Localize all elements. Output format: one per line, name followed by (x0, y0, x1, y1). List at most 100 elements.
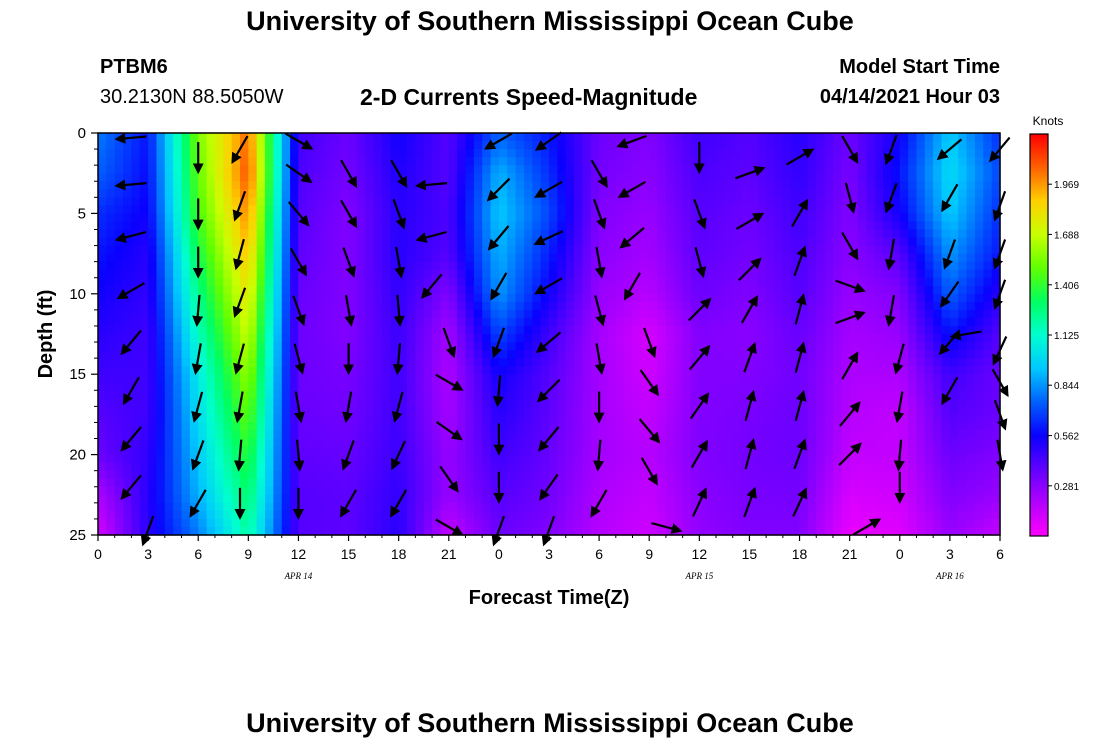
heatmap-cell (640, 253, 650, 263)
heatmap-cell (440, 390, 450, 399)
heatmap-cell (699, 334, 709, 343)
heatmap-cell (423, 253, 433, 263)
heatmap-cell (273, 205, 283, 214)
heatmap-cell (256, 245, 266, 255)
heatmap-cell (448, 261, 458, 271)
heatmap-cell (899, 382, 909, 391)
heatmap-cell (757, 245, 767, 255)
heatmap-cell (348, 470, 358, 480)
heatmap-cell (239, 197, 249, 206)
heatmap-cell (498, 382, 508, 391)
heatmap-cell (791, 390, 801, 399)
heatmap-cell (657, 478, 667, 488)
heatmap-cell (223, 430, 233, 440)
heatmap-cell (766, 414, 776, 424)
heatmap-cell (473, 358, 483, 367)
heatmap-cell (198, 422, 208, 432)
heatmap-cell (465, 293, 475, 303)
heatmap-cell (841, 406, 851, 415)
heatmap-cell (741, 213, 751, 223)
heatmap-cell (724, 277, 734, 287)
heatmap-cell (632, 301, 642, 311)
heatmap-cell (465, 366, 475, 375)
heatmap-cell (340, 197, 350, 206)
heatmap-cell (515, 293, 525, 303)
heatmap-cell (398, 253, 408, 263)
heatmap-cell (624, 301, 634, 311)
heatmap-cell (273, 173, 283, 182)
heatmap-cell (899, 374, 909, 383)
heatmap-cell (457, 181, 467, 190)
heatmap-cell (281, 301, 291, 311)
heatmap-cell (549, 285, 558, 295)
heatmap-cell (223, 374, 233, 383)
heatmap-cell (415, 398, 425, 407)
heatmap-cell (832, 245, 842, 255)
heatmap-cell (223, 181, 233, 190)
heatmap-cell (407, 446, 416, 456)
heatmap-cell (256, 181, 266, 190)
heatmap-cell (891, 285, 901, 295)
heatmap-cell (356, 342, 366, 351)
heatmap-cell (281, 197, 291, 206)
heatmap-cell (966, 358, 976, 367)
heatmap-cell (757, 462, 767, 472)
heatmap-cell (649, 277, 659, 287)
heatmap-cell (565, 462, 575, 472)
heatmap-cell (432, 261, 442, 271)
heatmap-cell (590, 165, 600, 174)
heatmap-cell (908, 430, 918, 440)
heatmap-cell (390, 422, 400, 432)
heatmap-cell (298, 301, 308, 311)
heatmap-cell (816, 350, 826, 359)
heatmap-cell (181, 438, 191, 448)
heatmap-cell (983, 390, 993, 399)
heatmap-cell (933, 269, 943, 279)
heatmap-cell (281, 438, 291, 448)
heatmap-cell (590, 494, 600, 504)
heatmap-cell (565, 406, 575, 415)
heatmap-cell (490, 213, 500, 223)
heatmap-cell (615, 293, 625, 303)
heatmap-cell (565, 422, 575, 432)
heatmap-cell (290, 237, 300, 247)
heatmap-cell (189, 334, 199, 343)
heatmap-cell (607, 334, 617, 343)
heatmap-cell (565, 149, 575, 158)
heatmap-cell (582, 245, 592, 255)
heatmap-cell (214, 293, 224, 303)
heatmap-cell (924, 189, 934, 198)
heatmap-cell (766, 277, 776, 287)
heatmap-cell (106, 350, 116, 359)
heatmap-cell (749, 325, 759, 335)
heatmap-cell (315, 237, 325, 247)
heatmap-cell (281, 470, 291, 480)
heatmap-cell (440, 237, 450, 247)
heatmap-cell (766, 237, 776, 247)
heatmap-cell (164, 438, 174, 448)
heatmap-cell (866, 382, 876, 391)
heatmap-cell (741, 454, 751, 464)
heatmap-cell (356, 285, 366, 295)
heatmap-cell (173, 502, 183, 512)
heatmap-cell (373, 358, 383, 367)
heatmap-cell (532, 229, 542, 239)
heatmap-cell (974, 285, 984, 295)
heatmap-cell (114, 317, 124, 327)
heatmap-cell (574, 277, 584, 287)
heatmap-cell (916, 309, 926, 319)
heatmap-cell (156, 301, 166, 311)
heatmap-cell (432, 342, 442, 351)
heatmap-cell (139, 229, 149, 239)
heatmap-cell (841, 478, 851, 488)
heatmap-cell (298, 253, 308, 263)
heatmap-cell (716, 213, 725, 223)
heatmap-cell (381, 325, 391, 335)
heatmap-cell (356, 382, 366, 391)
heatmap-cell (348, 149, 358, 158)
heatmap-cell (239, 454, 249, 464)
heatmap-cell (966, 325, 976, 335)
heatmap-cell (724, 253, 734, 263)
heatmap-cell (331, 382, 341, 391)
heatmap-cell (407, 390, 416, 399)
